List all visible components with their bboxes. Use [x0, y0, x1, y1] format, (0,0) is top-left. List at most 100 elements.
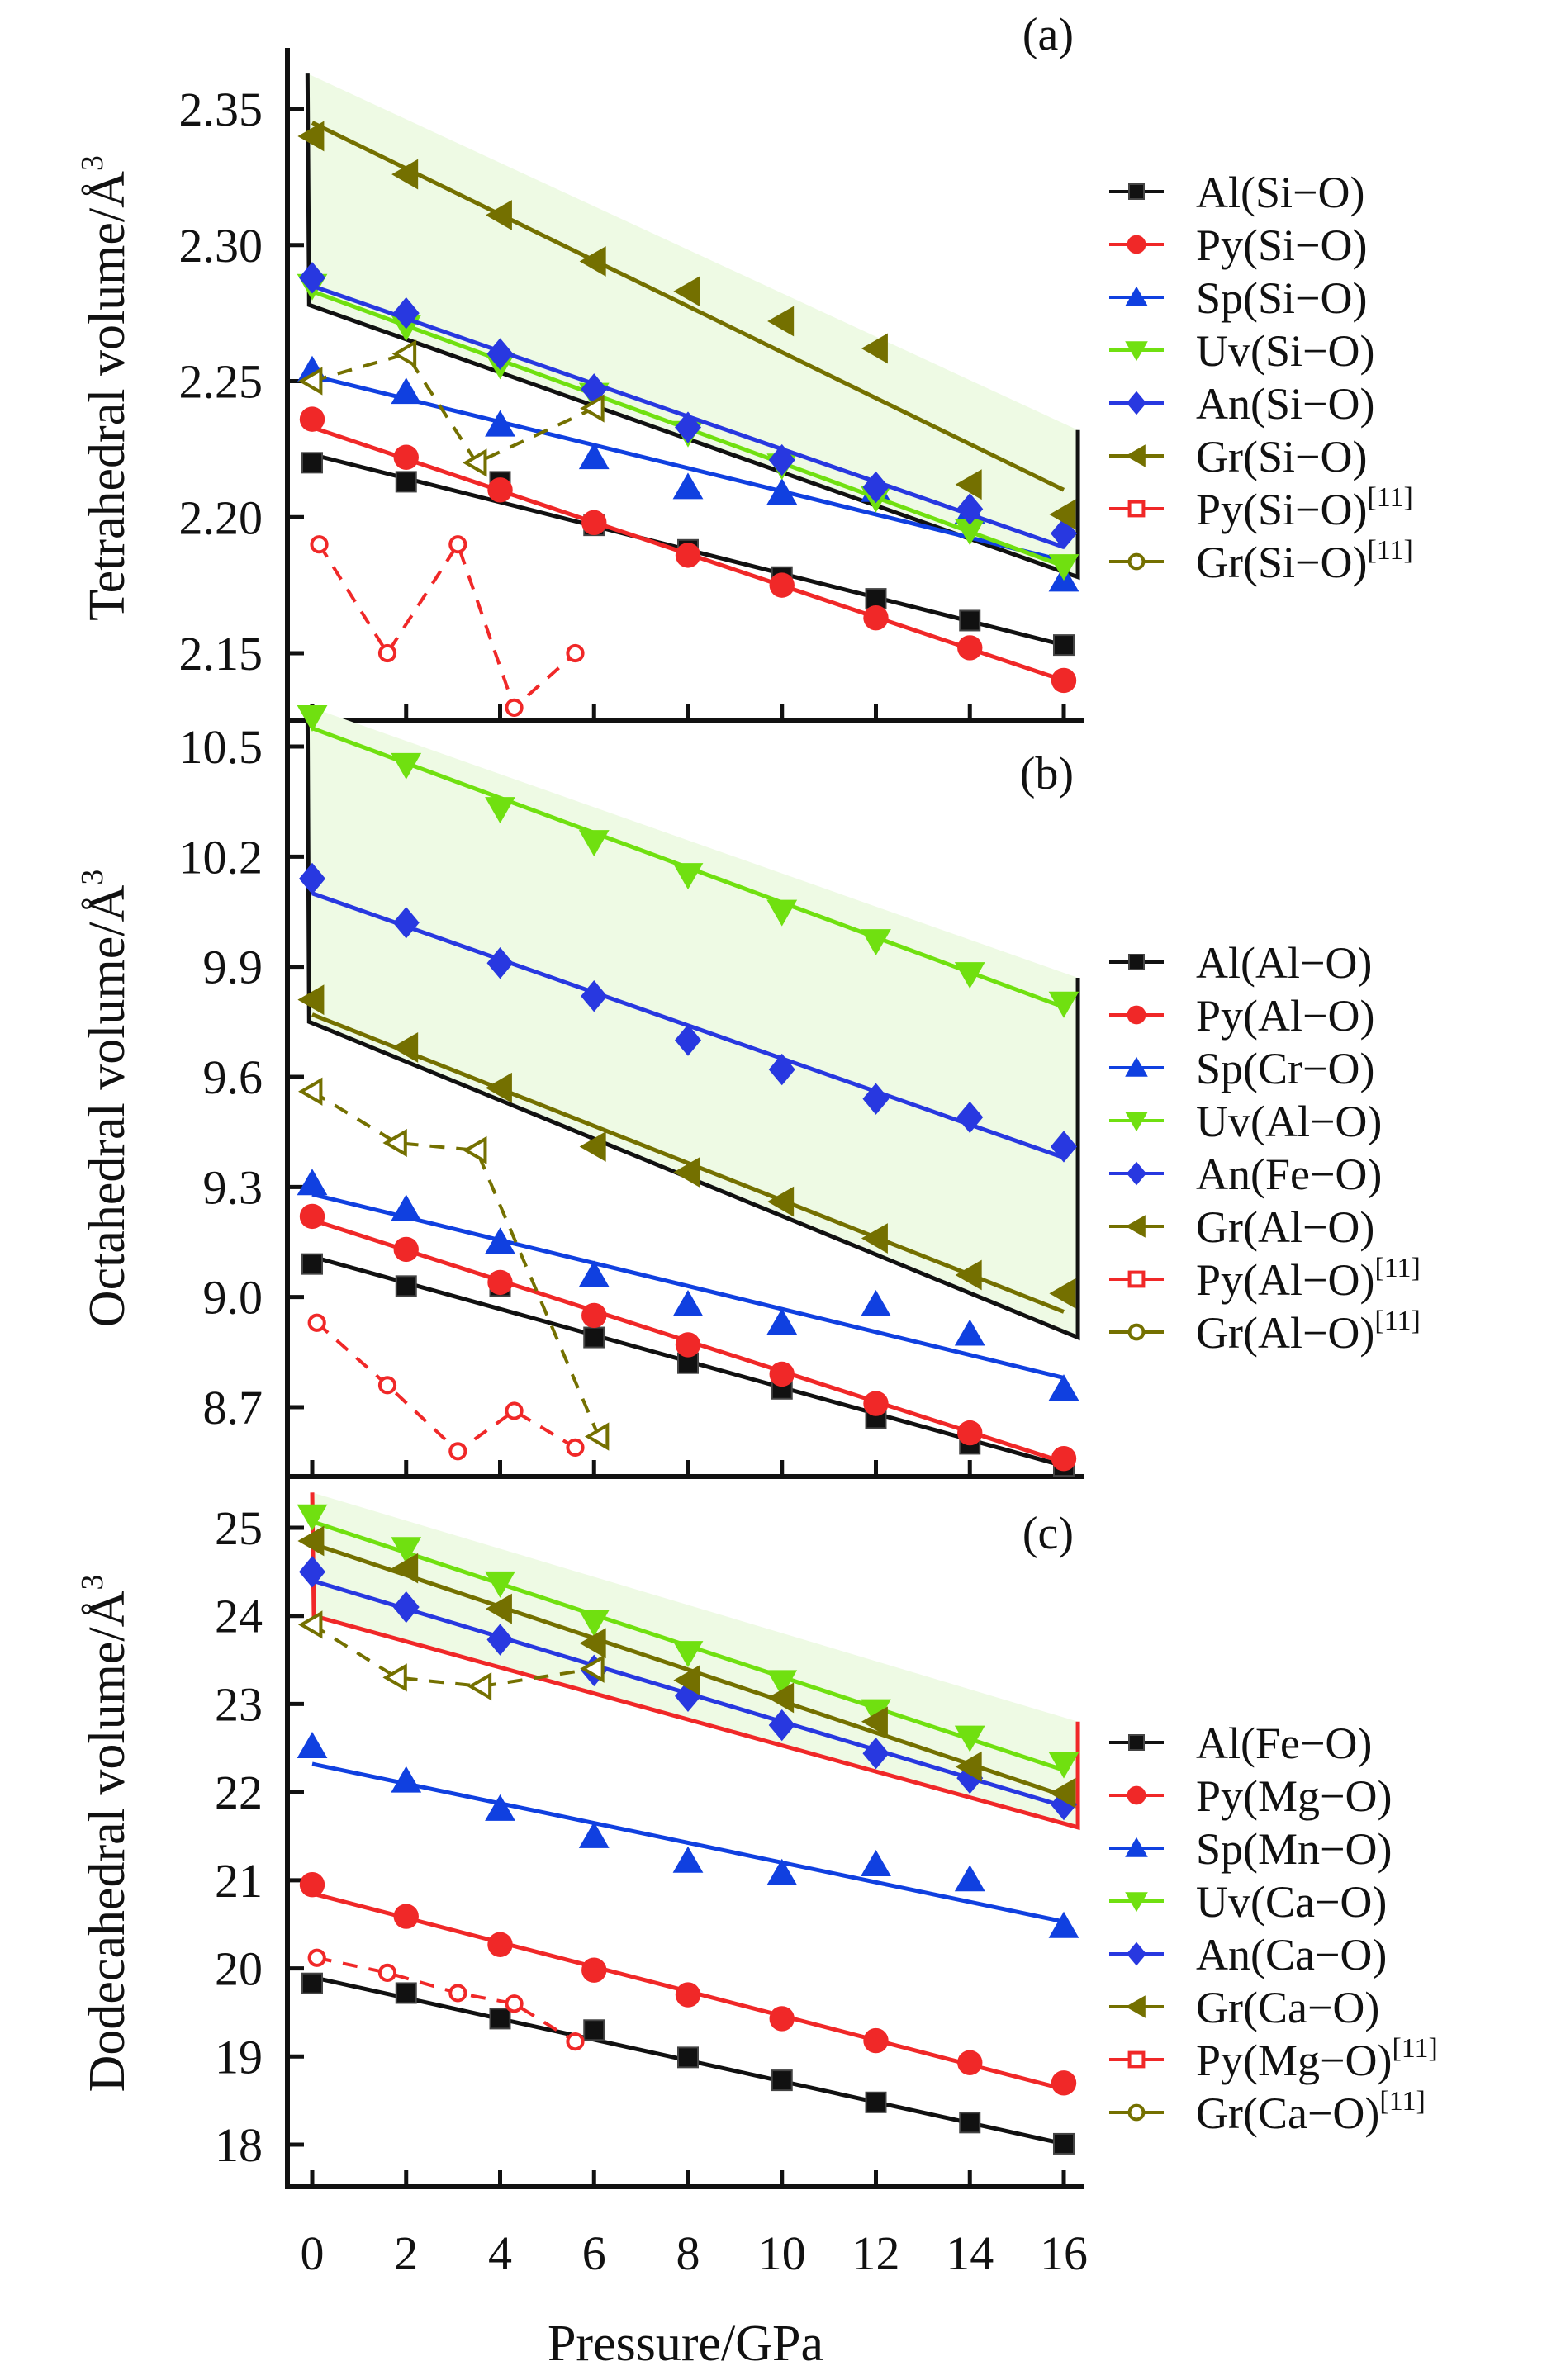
- data-point: [956, 1101, 984, 1134]
- series-an: [299, 1556, 1077, 1821]
- data-point: [382, 1128, 407, 1158]
- legend-marker-icon: [1125, 1215, 1146, 1238]
- legend-marker-icon: [1127, 1161, 1146, 1186]
- data-point: [307, 1948, 326, 1967]
- legend-label: Py(Si−O): [1196, 220, 1367, 270]
- data-point: [393, 1236, 419, 1263]
- data-point: [1048, 1374, 1079, 1401]
- legend-marker-icon: [1125, 1995, 1146, 2018]
- data-point: [957, 2050, 983, 2075]
- legend-marker-icon: [1127, 2050, 1146, 2069]
- legend-marker-icon: [1127, 500, 1146, 518]
- legend-marker-icon: [1125, 1892, 1148, 1913]
- legend-marker-icon: [1127, 2103, 1146, 2122]
- data-point: [672, 1846, 704, 1873]
- x-axis-title: Pressure/GPa: [548, 2316, 823, 2372]
- legend-label: Uv(Al−O): [1196, 1097, 1382, 1146]
- legend-item: Py(Si−O)[11]: [1109, 482, 1413, 534]
- panel-a: 2.35 2.30 2.25 2.20 2.15 Tetrahedral volume/Å…: [75, 9, 1413, 723]
- legend-marker-icon: [1127, 1005, 1146, 1025]
- y-tick-label: 25: [215, 1501, 263, 1555]
- legend-item: An(Fe−O): [1109, 1150, 1382, 1199]
- legend-label-reference: [11]: [1379, 2086, 1425, 2117]
- legend-label: Al(Al−O): [1196, 938, 1372, 988]
- data-point: [673, 1665, 700, 1696]
- data-point: [391, 1194, 422, 1221]
- data-point: [578, 1821, 610, 1848]
- data-point: [485, 1227, 515, 1254]
- data-point: [578, 1260, 610, 1287]
- data-point: [675, 1982, 701, 2008]
- data-point: [392, 907, 420, 939]
- data-point: [566, 2032, 585, 2051]
- series-uv: [297, 705, 1079, 1018]
- y-tick-label: 2.35: [179, 83, 263, 136]
- x-tick-label: 2: [394, 2226, 418, 2280]
- data-point: [1051, 2070, 1077, 2096]
- data-point: [299, 262, 325, 294]
- legend-item: Py(Al−O): [1109, 991, 1374, 1041]
- legend-item: An(Ca−O): [1109, 1930, 1387, 1979]
- legend-item: Py(Al−O)[11]: [1109, 1253, 1421, 1305]
- data-point: [1053, 634, 1075, 657]
- data-point: [485, 1593, 512, 1624]
- legend-item: Uv(Ca−O): [1109, 1877, 1387, 1927]
- y-tick-label: 10.5: [179, 720, 263, 774]
- data-point: [1051, 1131, 1077, 1163]
- data-point: [297, 705, 328, 732]
- data-point: [580, 394, 605, 423]
- x-tick-label: 12: [852, 2226, 900, 2280]
- series-gr: [297, 1525, 1076, 1809]
- data-point: [677, 2046, 699, 2069]
- legend-item: Sp(Si−O): [1109, 273, 1367, 323]
- data-point: [297, 121, 325, 152]
- data-point: [862, 1083, 890, 1115]
- y-tick-label: 2.25: [179, 355, 263, 409]
- data-point: [769, 572, 795, 598]
- legend-label: Py(Al−O)[11]: [1196, 1253, 1421, 1305]
- legend-label-reference: [11]: [1367, 482, 1412, 513]
- legend-item: Gr(Ca−O): [1109, 1983, 1379, 2032]
- data-point: [395, 471, 417, 493]
- data-point: [862, 1737, 890, 1770]
- data-point: [1051, 1446, 1077, 1472]
- data-point: [955, 1259, 982, 1291]
- panel-tag: (a): [1022, 9, 1074, 60]
- legend-marker-icon: [1127, 1941, 1146, 1966]
- data-point: [954, 1865, 985, 1892]
- data-point: [485, 410, 515, 437]
- data-point: [566, 1438, 585, 1457]
- series-gr-ref11: [298, 1610, 605, 1701]
- data-point: [581, 1302, 607, 1329]
- y-tick-label: 21: [215, 1854, 263, 1908]
- data-point: [463, 448, 487, 477]
- y-tick-label: 22: [215, 1766, 263, 1819]
- series-gr: [297, 984, 1076, 1314]
- data-point: [382, 1663, 407, 1692]
- data-point: [391, 1032, 419, 1063]
- data-point: [955, 469, 982, 500]
- legend-label: Uv(Si−O): [1196, 326, 1374, 376]
- legend-item: Gr(Si−O)[11]: [1109, 535, 1413, 587]
- data-point: [377, 643, 397, 663]
- x-tick-label: 14: [946, 2226, 994, 2280]
- data-point: [956, 493, 984, 525]
- series-py-ref11: [310, 535, 585, 718]
- y-tick-label: 2.15: [179, 627, 263, 680]
- x-tick-label: 0: [301, 2226, 325, 2280]
- series-sp: [297, 1169, 1079, 1401]
- data-point: [391, 1553, 419, 1584]
- legend-item: Py(Si−O): [1109, 220, 1367, 270]
- data-point: [768, 1053, 795, 1086]
- data-point: [298, 1077, 323, 1106]
- legend-label: Py(Al−O): [1196, 991, 1374, 1041]
- legend-item: Al(Fe−O): [1109, 1719, 1372, 1768]
- data-point: [486, 947, 514, 979]
- data-point: [299, 1556, 325, 1588]
- y-tick-label: 18: [215, 2118, 263, 2172]
- data-point: [955, 1751, 982, 1782]
- data-point: [584, 1422, 610, 1451]
- data-point: [771, 2069, 793, 2092]
- data-point: [301, 452, 323, 474]
- data-point: [392, 296, 420, 330]
